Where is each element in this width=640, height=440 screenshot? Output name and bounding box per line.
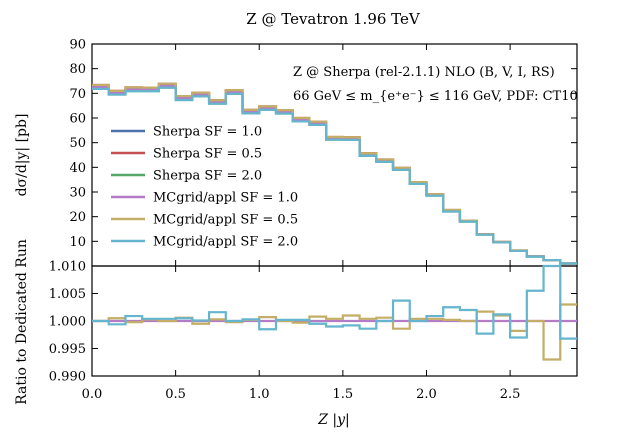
x-tick-label: 0.5: [165, 387, 186, 402]
x-tick-label: 0.0: [82, 387, 103, 402]
x-tick-label: 1.5: [333, 387, 354, 402]
chart-title: Z @ Tevatron 1.96 TeV: [246, 10, 421, 28]
top-ytick-label: 50: [69, 136, 86, 151]
ratio-series-mcgrid-appl-sf-0-5: [92, 303, 577, 361]
bottom-ytick-label: 1.010: [49, 260, 86, 275]
x-axis-ticks: 0.0 0.5 1.0 1.5 2.0 2.5: [82, 387, 521, 402]
top-ytick-label: 40: [69, 161, 86, 176]
top-ytick-label: 60: [69, 112, 86, 127]
top-panel: 10 20 30 40 50 60 70 80 90 Z @ Sherpa (rel-2.1.1…: [14, 38, 578, 267]
series-mcgrid-appl-sf-2-0: [92, 86, 577, 265]
legend-label-sherpa-sf-2-0: Sherpa SF = 2.0: [153, 169, 262, 184]
top-axis-ticks: 10 20 30 40 50 60 70 80 90: [69, 38, 577, 266]
bottom-ylabel: Ratio to Dedicated Run: [14, 239, 30, 405]
legend-label-mcgrid-appl-sf-1-0: MCgrid/appl SF = 1.0: [153, 191, 298, 206]
top-ytick-label: 30: [69, 186, 86, 201]
annotation-cuts: 66 GeV ≤ m_{e⁺e⁻} ≤ 116 GeV, PDF: CT10: [293, 89, 578, 104]
top-ytick-label: 20: [69, 210, 86, 225]
top-ytick-label: 10: [69, 235, 86, 250]
top-ytick-label: 80: [69, 62, 86, 77]
x-axis-label: Z |y|: [317, 412, 350, 428]
bottom-ytick-label: 1.000: [49, 315, 86, 330]
bottom-panel: 0.990 0.995 1.000 1.005 1.010 Ratio to Dedic…: [14, 239, 578, 405]
bottom-ytick-label: 0.990: [49, 370, 86, 385]
ratio-series-mcgrid-appl-sf-2-0: [92, 264, 577, 340]
legend: Sherpa SF = 1.0 Sherpa SF = 0.5 Sherpa SF …: [111, 125, 298, 250]
bottom-series: [92, 264, 577, 361]
bottom-ytick-label: 1.005: [49, 287, 86, 302]
legend-label-sherpa-sf-1-0: Sherpa SF = 1.0: [153, 125, 262, 140]
legend-label-mcgrid-appl-sf-0-5: MCgrid/appl SF = 0.5: [153, 213, 298, 228]
top-series: [92, 82, 577, 265]
bottom-ytick-label: 0.995: [49, 342, 86, 357]
legend-label-mcgrid-appl-sf-2-0: MCgrid/appl SF = 2.0: [153, 235, 298, 250]
top-ytick-label: 70: [69, 87, 86, 102]
top-ytick-label: 90: [69, 38, 86, 53]
x-tick-label: 2.0: [416, 387, 437, 402]
bottom-axis-ticks: 0.990 0.995 1.000 1.005 1.010: [49, 260, 577, 385]
x-tick-label: 2.5: [500, 387, 521, 402]
top-ylabel: dσ/d|y| [pb]: [14, 114, 30, 197]
annotation-generator: Z @ Sherpa (rel-2.1.1) NLO (B, V, I, RS): [293, 65, 555, 80]
x-tick-label: 1.0: [249, 387, 270, 402]
legend-label-sherpa-sf-0-5: Sherpa SF = 0.5: [153, 147, 262, 162]
